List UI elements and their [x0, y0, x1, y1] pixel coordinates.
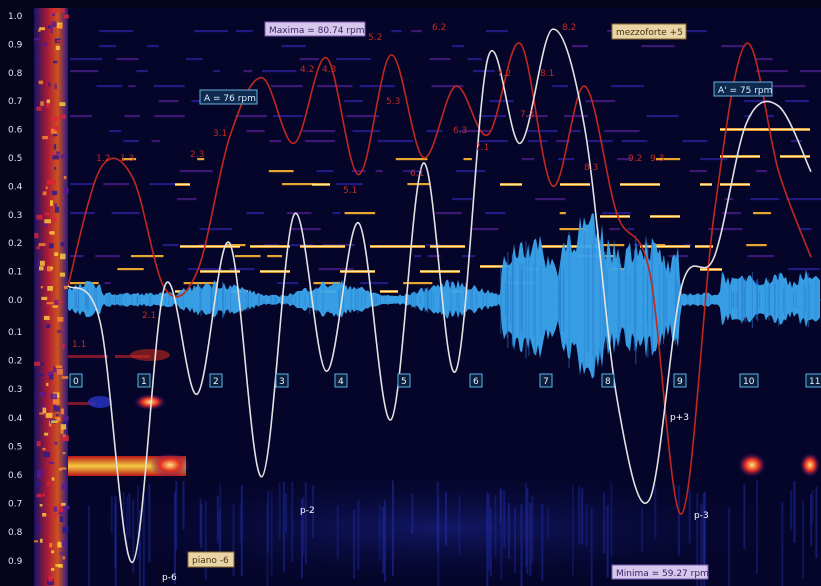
y-tick-label: 0.7: [8, 97, 22, 107]
beat-marker-label: 2: [213, 377, 219, 387]
y-tick-label: 0.5: [8, 154, 22, 164]
tempo-point-label: 1.2: [96, 154, 110, 164]
audio-waveform: [68, 212, 820, 379]
y-tick-label: 0.3: [8, 211, 22, 221]
tempo-point-label: 5.2: [368, 33, 382, 43]
tempo-point-label: 2.1: [142, 311, 156, 321]
y-tick-label: 0.5: [8, 442, 22, 452]
annotation-section-a2: A' = 75 rpm: [713, 81, 773, 97]
tempo-point-label: 6.1: [410, 169, 424, 179]
beat-marker-label: 3: [279, 377, 285, 387]
tempo-point-label: 5.1: [343, 186, 357, 196]
spectral-blob: [134, 394, 166, 410]
tempo-point-label: 8.3: [584, 163, 598, 173]
y-tick-label: 1.0: [8, 12, 23, 22]
dynamic-labels: p-2 p+3 p-3 p-6: [162, 413, 709, 583]
y-tick-label: 0.8: [8, 528, 23, 538]
tempo-point-label: 8.2: [562, 23, 576, 33]
y-tick-label: 0.4: [8, 182, 23, 192]
tempo-point-label: 8.1: [540, 69, 554, 79]
dynamic-label: p+3: [670, 413, 689, 423]
beat-marker-label: 7: [543, 377, 549, 387]
tempo-point-label: 1.1: [72, 340, 86, 350]
y-tick-label: 0.2: [8, 357, 22, 367]
tempo-point-label: 6.3: [453, 126, 467, 136]
beat-marker-label: 6: [473, 377, 479, 387]
beat-marker-label: 4: [338, 377, 344, 387]
beat-marker: [334, 373, 348, 388]
beat-marker-label: 11: [809, 377, 820, 387]
dynamic-label: p-3: [694, 511, 709, 521]
beat-marker: [137, 373, 151, 388]
y-tick-label: 0.8: [8, 69, 23, 79]
tempo-point-label: 7.1: [475, 143, 489, 153]
annotation-minima: Minima = 59.27 rpm: [611, 564, 709, 580]
beat-marker: [469, 373, 483, 388]
y-tick-label: 0.9: [8, 40, 23, 50]
annotation-piano: piano -6: [187, 551, 235, 568]
beat-marker: [601, 373, 615, 388]
y-tick-label: 0.1: [8, 268, 22, 278]
tempo-point-label: 9.2: [628, 154, 642, 164]
tempo-point-label: 2.3: [190, 150, 204, 160]
beat-marker-label: 0: [73, 377, 79, 387]
beat-marker-label: 1: [141, 377, 147, 387]
y-tick-label: 0.1: [8, 328, 22, 338]
tempo-point-label: 6.2: [432, 23, 446, 33]
annotation-maxima: Maxima = 80.74 rpm: [264, 21, 366, 37]
beat-marker-label: 10: [743, 377, 755, 387]
dynamic-label: p-2: [300, 506, 315, 516]
beat-marker: [397, 373, 411, 388]
maxima-label: Maxima = 80.74 rpm: [269, 26, 364, 36]
beat-markers: 0 1 2 3 4 5 6 7 8 9 10 11: [69, 373, 821, 388]
tempo-point-label: 4.2: [300, 65, 314, 75]
mezzoforte-label: mezzoforte +5: [616, 28, 683, 38]
annotation-section-a: A = 76 rpm: [199, 89, 258, 105]
spectrum-strip: [34, 8, 68, 586]
beat-marker: [209, 373, 223, 388]
beat-marker: [69, 373, 83, 388]
dynamics-curve: [67, 28, 812, 564]
tempo-point-label: 7.3: [520, 110, 534, 120]
beat-marker-label: 9: [677, 377, 683, 387]
beat-marker: [805, 373, 821, 388]
beat-marker-label: 8: [605, 377, 611, 387]
tempo-labels: 1.2 1.3 2.3 3.1 4.2 4.3 5.2 5.3 5.1 6.2 6.1 6.3 7.1 7…: [72, 23, 664, 350]
tempo-point-label: 5.3: [386, 97, 400, 107]
minima-label: Minima = 59.27 rpm: [616, 569, 709, 579]
y-tick-label: 0.3: [8, 385, 22, 395]
tempo-point-label: 4.3: [322, 65, 336, 75]
annotation-mezzoforte: mezzoforte +5: [611, 23, 687, 40]
spectral-blob: [130, 349, 170, 361]
tempo-point-label: 9.3: [650, 154, 664, 164]
y-tick-label: 0.9: [8, 557, 23, 567]
y-tick-label: 0.6: [8, 471, 23, 481]
beat-marker: [275, 373, 289, 388]
beat-marker: [739, 373, 759, 388]
y-tick-label: 0.4: [8, 414, 23, 424]
tempo-point-label: 1.3: [120, 154, 134, 164]
piano-label: piano -6: [192, 556, 229, 566]
waveform-envelope: [68, 212, 820, 379]
spectral-blob: [88, 396, 112, 408]
tempo-point-label: 7.2: [497, 69, 511, 79]
dynamic-label: p-6: [162, 573, 177, 583]
spectrum-strip-texture: [34, 8, 70, 586]
y-tick-label: 0.7: [8, 500, 22, 510]
section-a2-label: A' = 75 rpm: [718, 86, 772, 96]
beat-marker: [673, 373, 687, 388]
y-axis: 1.0 0.9 0.8 0.7 0.6 0.5 0.4 0.3 0.2 0.1 0.0 0.1 0.2 0…: [8, 12, 23, 586]
y-tick-label: 0.0: [8, 296, 23, 306]
tempo-point-label: 3.1: [213, 129, 227, 139]
y-tick-label: 0.6: [8, 126, 23, 136]
beat-marker: [539, 373, 553, 388]
beat-marker-label: 5: [401, 377, 407, 387]
section-a-label: A = 76 rpm: [204, 94, 256, 104]
y-tick-label: 0.2: [8, 239, 22, 249]
tempo-curve: [67, 42, 812, 515]
